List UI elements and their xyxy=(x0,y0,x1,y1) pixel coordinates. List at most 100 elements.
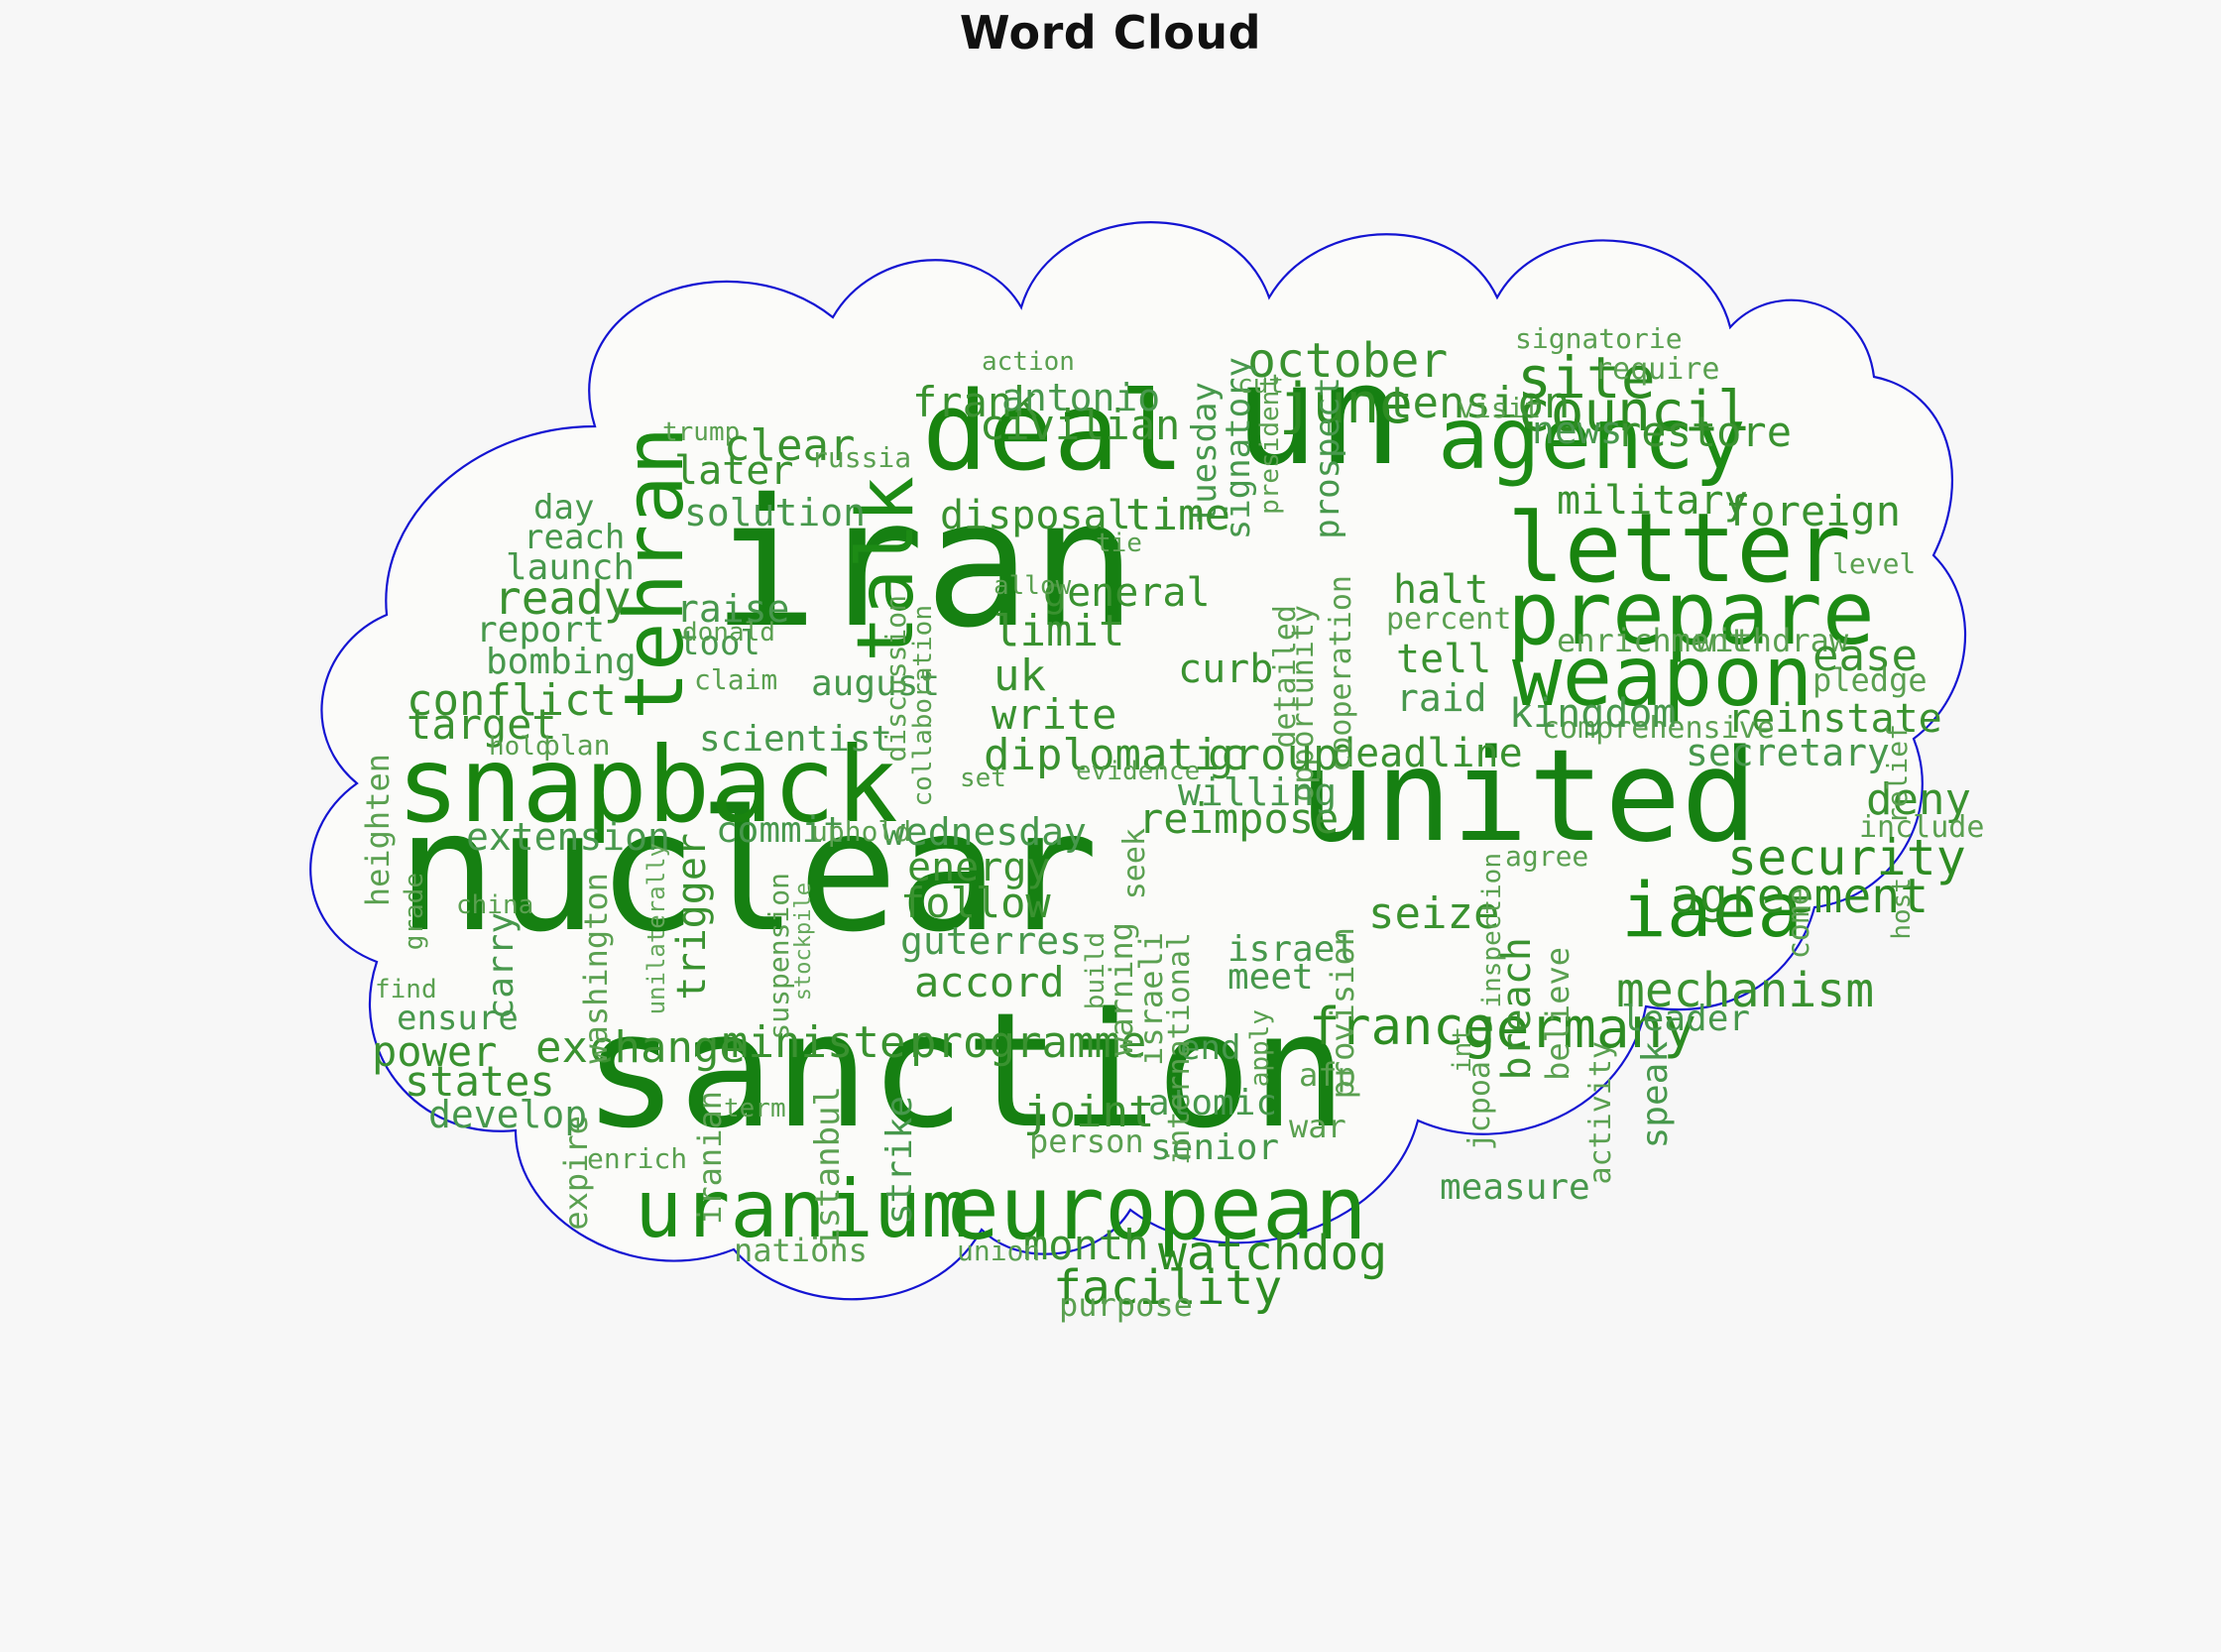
word-site: site xyxy=(1517,344,1656,412)
word-apply: apply xyxy=(1245,1009,1275,1088)
word-seek: seek xyxy=(1117,828,1152,900)
word-iaea: iaea xyxy=(1621,866,1804,954)
word-diplomatic: diplomatic xyxy=(984,730,1246,780)
word-write: write xyxy=(992,690,1117,739)
word-prospect: prospect xyxy=(1308,377,1347,539)
word-power: power xyxy=(372,1027,498,1076)
word-civilian: civilian xyxy=(980,401,1181,449)
word-day: day xyxy=(533,488,595,528)
word-heighten: heighten xyxy=(359,754,397,907)
word-raise: raise xyxy=(676,587,790,631)
word-relief: relief xyxy=(1881,724,1914,825)
word-uphold: uphold xyxy=(811,815,912,848)
word-ease: ease xyxy=(1812,631,1918,681)
word-percent: percent xyxy=(1386,602,1512,637)
word-afp: afp xyxy=(1299,1056,1356,1094)
word-solution: solution xyxy=(684,491,867,534)
word-int: int xyxy=(1448,1026,1477,1073)
word-minister: minister xyxy=(722,1017,932,1068)
word-frank: frank xyxy=(912,378,1038,426)
word-germany: germany xyxy=(1462,997,1697,1061)
word-deal: deal xyxy=(922,368,1185,495)
word-willing: willing xyxy=(1178,770,1338,814)
word-october: october xyxy=(1247,333,1449,389)
word-believe: believe xyxy=(1539,947,1577,1081)
word-general: general xyxy=(1043,570,1211,616)
word-deadline: deadline xyxy=(1332,731,1523,776)
word-tension: tension xyxy=(1386,378,1571,428)
word-comprehensive: comprehensive xyxy=(1542,711,1775,746)
word-suspension: suspension xyxy=(762,873,795,1040)
word-signatorie: signatorie xyxy=(1515,322,1683,355)
word-united: united xyxy=(1299,723,1758,871)
word-military: military xyxy=(1557,478,1748,524)
word-hold: hold xyxy=(489,732,551,762)
word-nations: nations xyxy=(734,1232,868,1269)
word-june: june xyxy=(1279,372,1413,436)
word-bombing: bombing xyxy=(486,642,637,682)
word-activity: activity xyxy=(1583,1041,1618,1185)
word-ensure: ensure xyxy=(397,999,519,1038)
word-uk: uk xyxy=(994,650,1046,701)
word-watchdog: watchdog xyxy=(1158,1226,1388,1281)
word-stockpile: stockpile xyxy=(791,883,816,1002)
word-report: report xyxy=(476,610,606,650)
word-withdraw: withdraw xyxy=(1695,622,1849,659)
word-later: later xyxy=(674,448,794,494)
word-evidence: evidence xyxy=(1076,757,1201,786)
word-unilaterally: unilaterally xyxy=(643,843,670,1015)
word-scientist: scientist xyxy=(699,719,893,760)
word-august: august xyxy=(811,663,941,704)
word-find: find xyxy=(375,975,437,1004)
word-facility: facility xyxy=(1053,1260,1283,1316)
word-iranian: iranian xyxy=(691,1091,729,1225)
word-iran: iran xyxy=(712,461,1137,666)
word-develop: develop xyxy=(428,1093,588,1136)
word-leader: leader xyxy=(1621,999,1751,1039)
word-trigger: trigger xyxy=(669,833,715,1001)
word-agreement: agreement xyxy=(1671,869,1929,924)
word-term: term xyxy=(724,1094,786,1123)
word-letter: letter xyxy=(1507,493,1851,604)
word-allow: allow xyxy=(994,571,1072,601)
word-accord: accord xyxy=(914,958,1065,1006)
word-cut: cut xyxy=(1237,370,1284,400)
word-tie: tie xyxy=(1096,529,1142,558)
word-enrich: enrich xyxy=(587,1142,688,1175)
word-follow: follow xyxy=(900,879,1051,927)
word-curb: curb xyxy=(1178,647,1274,692)
word-inspection: inspection xyxy=(1477,853,1507,1008)
word-restore: restore xyxy=(1616,408,1793,456)
word-host: host xyxy=(1887,878,1917,940)
word-kingdom: kingdom xyxy=(1509,691,1677,737)
word-states: states xyxy=(405,1057,555,1106)
word-donald: donald xyxy=(682,618,775,648)
word-union: union xyxy=(957,1235,1041,1267)
word-president: president xyxy=(1255,375,1285,515)
word-action: action xyxy=(982,347,1075,377)
word-washington: washington xyxy=(577,873,615,1064)
word-meet: meet xyxy=(1227,957,1314,998)
word-senior: senior xyxy=(1150,1127,1280,1168)
word-launch: launch xyxy=(506,547,636,588)
word-news: news xyxy=(1532,409,1623,452)
word-guterres: guterres xyxy=(900,919,1083,963)
word-enrichment: enrichment xyxy=(1557,622,1748,659)
word-france: france xyxy=(1309,998,1495,1057)
word-require: require xyxy=(1594,352,1720,387)
word-reinstate: reinstate xyxy=(1727,696,1942,742)
page-title: Word Cloud xyxy=(959,6,1262,59)
word-month: month xyxy=(1023,1221,1149,1269)
word-group: group xyxy=(1208,730,1340,780)
word-uranium: uranium xyxy=(635,1163,970,1255)
word-jcpoa: jcpoa xyxy=(1462,1061,1497,1151)
word-time: time xyxy=(1125,490,1230,540)
word-provision: provision xyxy=(1324,927,1361,1100)
word-china: china xyxy=(456,890,534,920)
word-target: target xyxy=(407,700,557,749)
word-agency: agency xyxy=(1438,390,1746,489)
word-secretary: secretary xyxy=(1686,731,1890,774)
word-grade: grade xyxy=(400,873,429,951)
